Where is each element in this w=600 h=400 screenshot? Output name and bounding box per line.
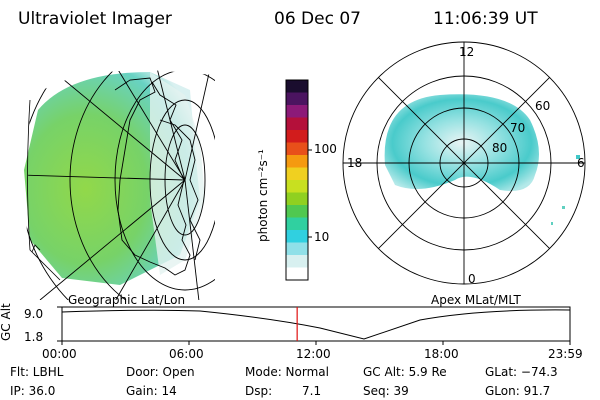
geographic-map-label: Geographic Lat/Lon — [68, 293, 186, 307]
xtick-0600: 06:00 — [169, 347, 204, 361]
time-label: 11:06:39 UT — [433, 9, 538, 29]
xtick-2359: 23:59 — [548, 347, 583, 361]
status-filter: Flt: LBHL — [10, 365, 64, 379]
colorbar-segment — [286, 242, 308, 256]
colorbar-segment — [286, 92, 308, 106]
mlt-label-0: 0 — [468, 272, 476, 286]
xtick-1800: 18:00 — [424, 347, 459, 361]
xtick-0000: 00:00 — [42, 347, 77, 361]
colorbar-segment — [286, 267, 308, 281]
status-mode: Mode: Normal — [245, 365, 329, 379]
status-seq: Seq: 39 — [363, 384, 409, 398]
colorbar-unit-label: photon cm⁻²s⁻¹ — [256, 149, 270, 242]
altitude-ytick-high: 9.0 — [24, 307, 44, 321]
colorbar-segment — [286, 192, 308, 206]
instrument-title: Ultraviolet Imager — [18, 9, 172, 29]
mlt-label-12: 12 — [459, 45, 475, 59]
colorbar-segment — [286, 167, 308, 181]
altitude-plot — [57, 306, 571, 345]
colorbar-tick-10: 10 — [314, 230, 330, 244]
polar-map-label: Apex MLat/MLT — [431, 293, 521, 307]
colorbar-segment — [286, 255, 308, 268]
altitude-curve — [61, 309, 571, 340]
mlat-label-80: 80 — [492, 141, 508, 155]
colorbar-segment — [286, 130, 308, 143]
mlat-label-60: 60 — [535, 99, 551, 113]
date-label: 06 Dec 07 — [274, 9, 361, 29]
polar-map — [342, 41, 586, 285]
colorbar-frame — [285, 79, 309, 281]
colorbar — [285, 79, 312, 281]
colorbar-segment — [286, 80, 308, 93]
xtick-1200: 12:00 — [296, 347, 331, 361]
status-gc-alt: GC Alt: 5.9 Re — [363, 365, 447, 379]
coastline — [114, 77, 191, 276]
status-dsp-label: Dsp: — [245, 384, 273, 398]
colorbar-segment — [286, 217, 308, 231]
status-gain: Gain: 14 — [126, 384, 177, 398]
colorbar-segment — [286, 117, 308, 131]
status-door: Door: Open — [126, 365, 195, 379]
mlt-label-6: 6 — [577, 156, 585, 170]
colorbar-segment — [286, 205, 308, 218]
colorbar-segment — [286, 180, 308, 193]
colorbar-segment — [286, 105, 308, 118]
aurora-emission-magnetic — [384, 94, 539, 191]
status-glat: GLat: −74.3 — [485, 365, 558, 379]
status-dsp-value: 7.1 — [302, 384, 322, 398]
colorbar-segment — [286, 230, 308, 243]
colorbar-segment — [286, 155, 308, 168]
mlat-label-70: 70 — [510, 121, 526, 135]
altitude-ytick-low: 1.8 — [24, 330, 44, 344]
mlat-mlt-grid — [342, 41, 586, 285]
colorbar-tick-100: 100 — [314, 142, 337, 156]
altitude-ylabel: GC Alt — [0, 303, 13, 341]
status-ip: IP: 36.0 — [10, 384, 56, 398]
mlt-label-18: 18 — [347, 156, 363, 170]
colorbar-segment — [286, 142, 308, 156]
status-glon: GLon: 91.7 — [485, 384, 551, 398]
